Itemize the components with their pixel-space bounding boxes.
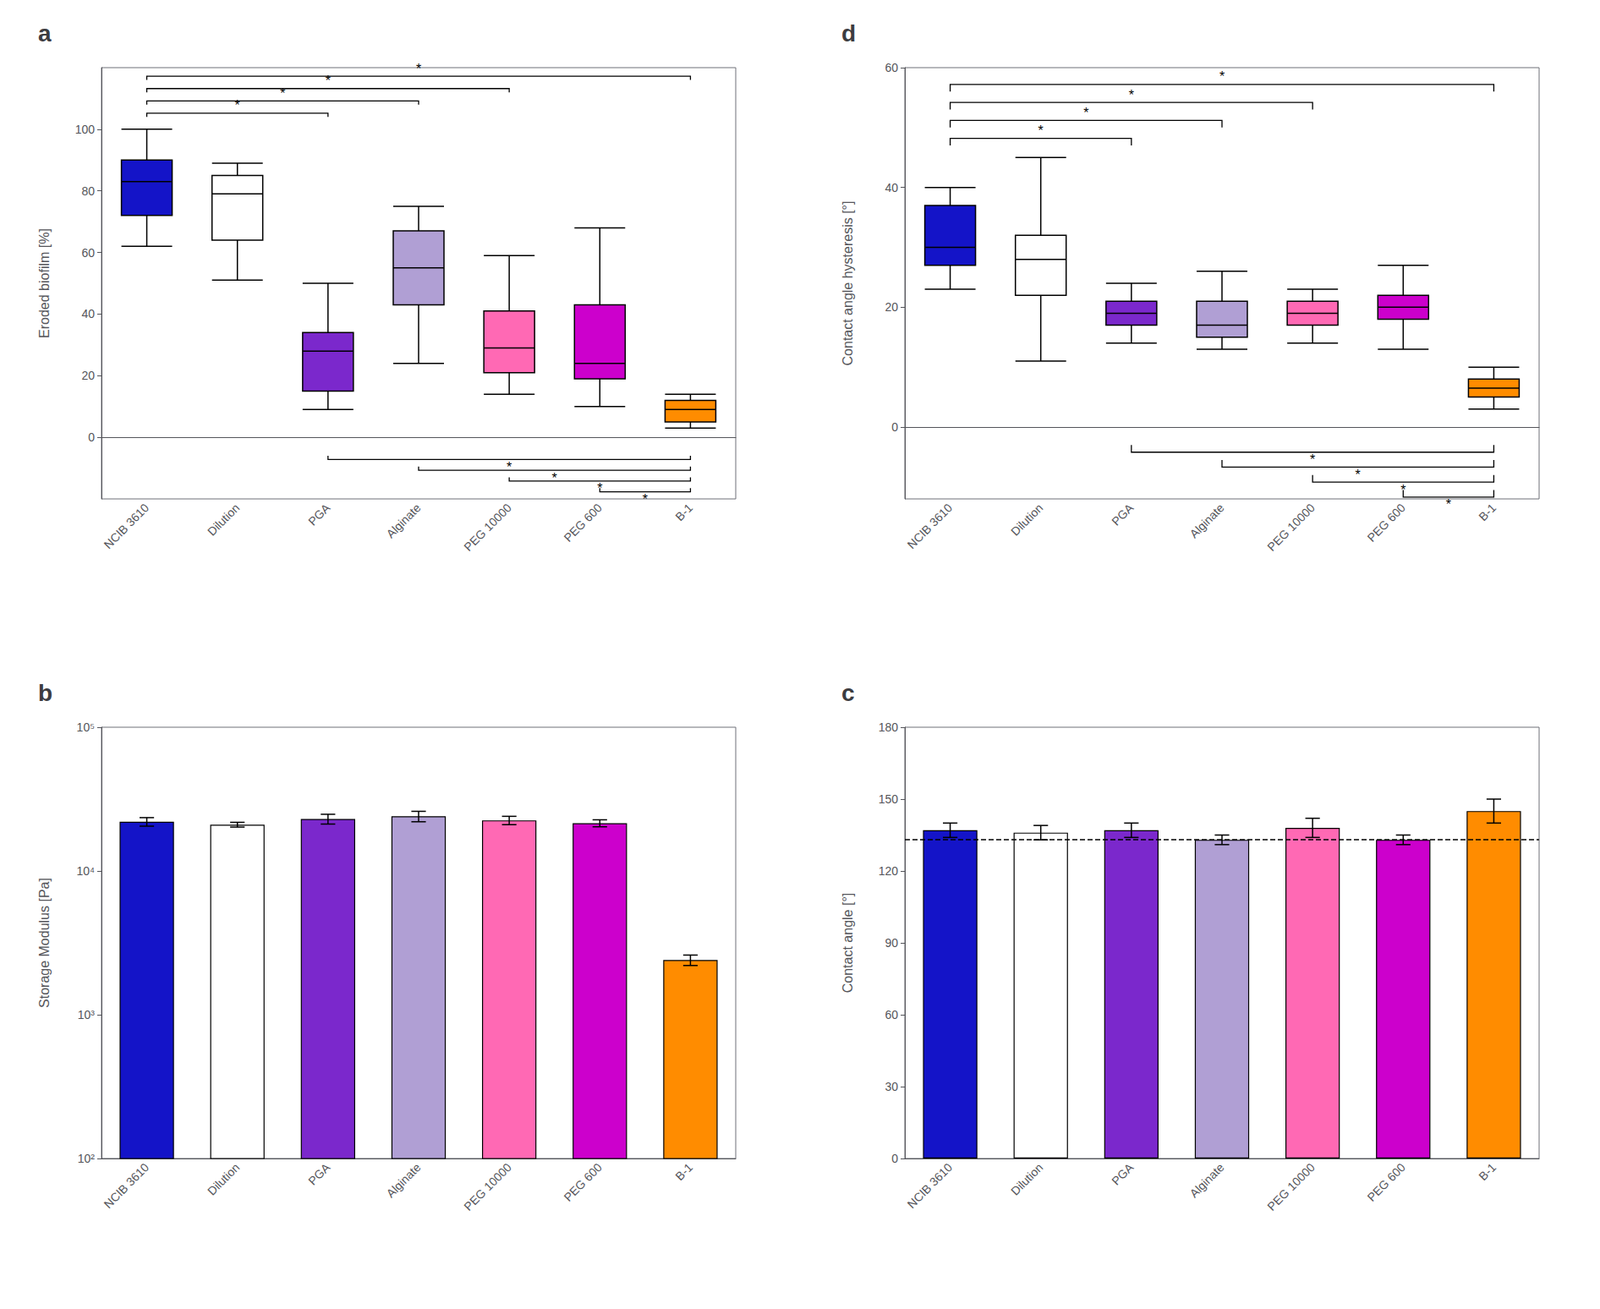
svg-text:*: * <box>506 460 512 475</box>
svg-text:B-1: B-1 <box>1475 500 1499 524</box>
svg-text:PEG 10000: PEG 10000 <box>1264 500 1318 554</box>
svg-text:NCIB 3610: NCIB 3610 <box>904 500 956 552</box>
svg-text:*: * <box>1038 123 1044 138</box>
svg-text:Dilution: Dilution <box>204 1160 242 1198</box>
svg-text:B-1: B-1 <box>672 500 696 524</box>
svg-text:Contact angle [°]: Contact angle [°] <box>840 893 855 993</box>
svg-text:b: b <box>38 679 53 707</box>
svg-text:PGA: PGA <box>1108 1160 1137 1189</box>
svg-text:PGA: PGA <box>305 1160 334 1189</box>
svg-text:180: 180 <box>878 720 899 735</box>
svg-text:40: 40 <box>81 306 95 321</box>
svg-text:Alginate: Alginate <box>1187 500 1228 541</box>
svg-text:PEG 10000: PEG 10000 <box>1264 1160 1318 1214</box>
svg-text:NCIB 3610: NCIB 3610 <box>101 500 153 552</box>
svg-text:20: 20 <box>81 368 95 383</box>
svg-text:Alginate: Alginate <box>1187 1160 1228 1200</box>
svg-text:*: * <box>416 61 422 77</box>
svg-text:B-1: B-1 <box>1475 1160 1499 1184</box>
svg-text:Dilution: Dilution <box>204 500 242 538</box>
svg-text:90: 90 <box>884 936 899 950</box>
svg-text:Eroded biofilm [%]: Eroded biofilm [%] <box>37 228 52 339</box>
svg-text:NCIB 3610: NCIB 3610 <box>101 1160 153 1211</box>
svg-text:60: 60 <box>884 1008 899 1022</box>
svg-text:*: * <box>1355 467 1361 483</box>
svg-text:*: * <box>552 471 558 486</box>
svg-text:PEG 600: PEG 600 <box>1364 500 1409 545</box>
svg-text:120: 120 <box>878 864 899 878</box>
svg-text:Alginate: Alginate <box>383 1160 424 1200</box>
svg-text:20: 20 <box>884 300 899 314</box>
svg-text:PEG 600: PEG 600 <box>560 1160 605 1205</box>
svg-text:80: 80 <box>81 184 95 198</box>
svg-text:*: * <box>642 492 648 507</box>
svg-text:Dilution: Dilution <box>1008 500 1046 538</box>
svg-text:B-1: B-1 <box>672 1160 696 1184</box>
svg-text:0: 0 <box>891 1151 899 1166</box>
svg-text:*: * <box>1309 452 1316 467</box>
svg-text:*: * <box>1083 105 1089 121</box>
svg-text:PGA: PGA <box>1108 500 1137 529</box>
svg-text:NCIB 3610: NCIB 3610 <box>904 1160 956 1211</box>
svg-text:Alginate: Alginate <box>383 500 424 541</box>
svg-text:10²: 10² <box>77 1151 96 1166</box>
svg-text:10⁵: 10⁵ <box>76 720 95 735</box>
svg-text:0: 0 <box>87 430 95 444</box>
svg-text:30: 30 <box>884 1079 899 1094</box>
svg-text:10³: 10³ <box>77 1008 96 1022</box>
svg-text:0: 0 <box>891 420 899 434</box>
svg-text:60: 60 <box>884 60 899 75</box>
svg-text:Contact angle hysteresis [°]: Contact angle hysteresis [°] <box>840 201 855 367</box>
svg-text:Storage Modulus [Pa]: Storage Modulus [Pa] <box>37 877 52 1009</box>
svg-text:*: * <box>1128 87 1135 103</box>
svg-text:Dilution: Dilution <box>1008 1160 1046 1198</box>
svg-text:40: 40 <box>884 180 899 195</box>
svg-text:PEG 600: PEG 600 <box>560 500 605 545</box>
svg-text:*: * <box>1219 69 1225 84</box>
svg-text:PEG 10000: PEG 10000 <box>460 1160 515 1214</box>
svg-text:PGA: PGA <box>305 500 334 529</box>
svg-text:*: * <box>1446 497 1452 512</box>
svg-text:PEG 10000: PEG 10000 <box>460 500 515 554</box>
svg-text:PEG 600: PEG 600 <box>1364 1160 1409 1205</box>
svg-text:d: d <box>841 20 856 47</box>
svg-text:60: 60 <box>81 246 95 260</box>
svg-text:a: a <box>38 20 52 47</box>
svg-text:c: c <box>841 679 855 707</box>
svg-text:10⁴: 10⁴ <box>76 864 95 878</box>
svg-text:100: 100 <box>75 122 96 137</box>
svg-text:150: 150 <box>878 792 899 806</box>
